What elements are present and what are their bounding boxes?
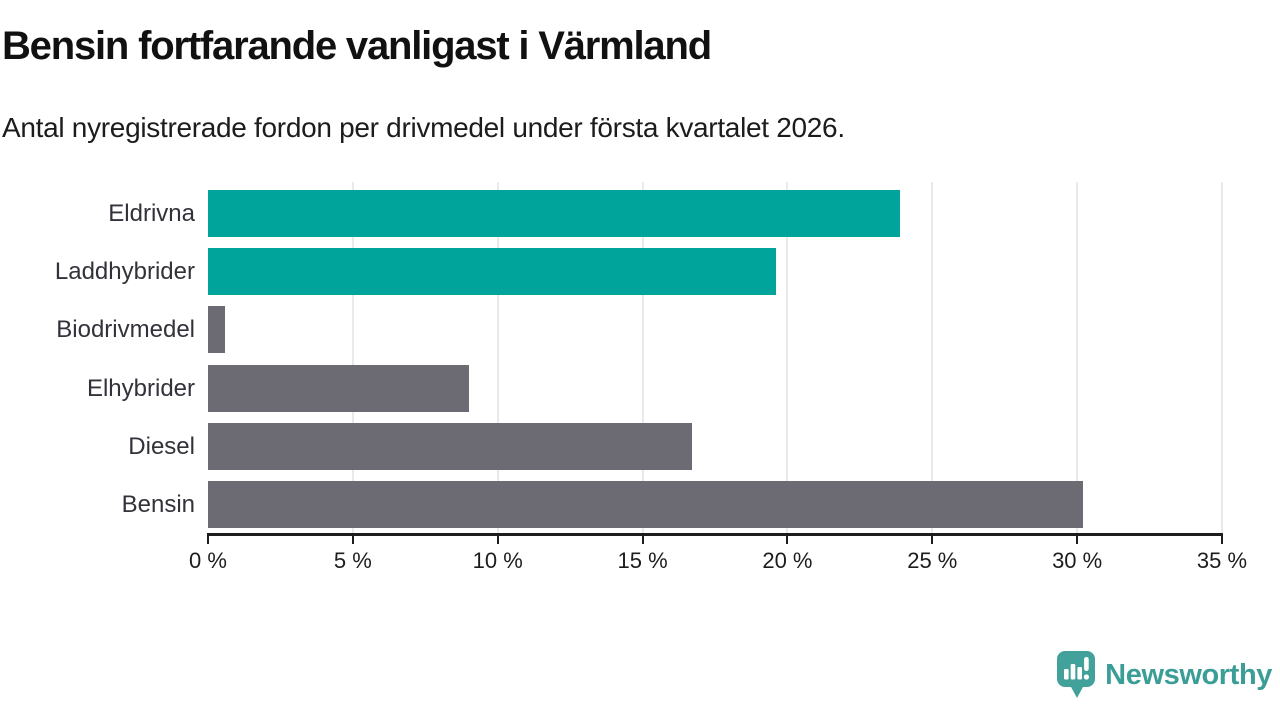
tick-mark	[351, 536, 354, 544]
gridline	[1221, 182, 1223, 533]
gridline	[641, 182, 644, 533]
bar	[208, 190, 901, 237]
bar	[208, 248, 776, 296]
chart-title: Bensin fortfarande vanligast i Värmland	[2, 24, 712, 68]
tick-mark	[496, 536, 499, 544]
tick-mark	[786, 536, 789, 544]
tick-mark	[1221, 536, 1223, 544]
chart-subtitle: Antal nyregistrerade fordon per drivmede…	[2, 112, 845, 143]
tick-mark	[641, 536, 644, 544]
bar	[208, 364, 469, 412]
tick-mark	[931, 536, 934, 544]
bar	[208, 481, 1083, 528]
gridline	[786, 182, 789, 533]
tick-label: 25 %	[907, 548, 958, 573]
tick-label: 10 %	[472, 548, 523, 573]
bar	[208, 422, 692, 470]
tick-label: 20 %	[762, 548, 813, 573]
tick-label: 0 %	[189, 548, 227, 573]
gridline	[1076, 182, 1079, 533]
category-label: Bensin	[121, 491, 195, 518]
tick-label: 30 %	[1052, 548, 1103, 573]
category-label: Diesel	[128, 432, 195, 460]
bar-chart: Eldrivna Laddhybrider Biodrivmedel Elhybrid…	[54, 182, 1248, 573]
gridline	[931, 182, 934, 533]
newsworthy-logo-text: Newsworthy	[1105, 658, 1272, 691]
tick-label: 5 %	[333, 548, 372, 573]
tick-mark	[1076, 536, 1079, 544]
category-label: Elhybrider	[86, 374, 195, 402]
gridline	[496, 182, 499, 533]
tick-label: 35 %	[1196, 548, 1248, 573]
category-label: Biodrivmedel	[56, 316, 195, 344]
category-label: Laddhybrider	[54, 258, 195, 286]
bar	[208, 306, 226, 354]
speech-bubble-bar-chart-icon	[1057, 651, 1096, 698]
tick-label: 15 %	[617, 548, 668, 573]
gridline	[351, 182, 354, 533]
x-axis	[207, 533, 1223, 536]
newsworthy-logo: Newsworthy	[1056, 650, 1272, 700]
category-label: Eldrivna	[108, 200, 195, 227]
tick-mark	[207, 536, 209, 544]
